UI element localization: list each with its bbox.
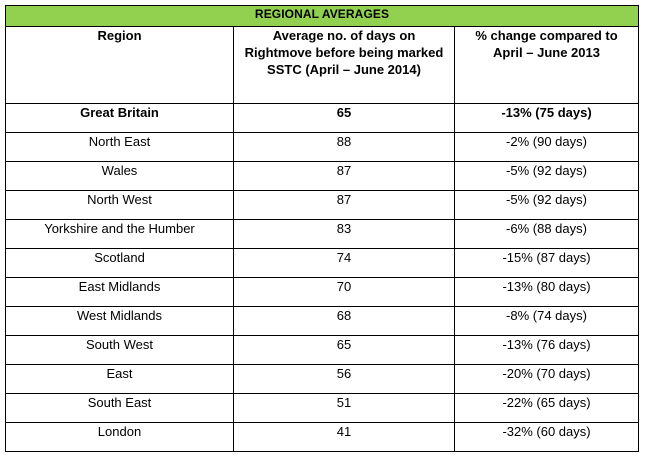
table-row: Wales 87 -5% (92 days) xyxy=(5,161,640,191)
cell-days: 56 xyxy=(233,364,455,394)
table-row: Scotland 74 -15% (87 days) xyxy=(5,248,640,278)
table-title-row: REGIONAL AVERAGES xyxy=(4,5,640,27)
cell-change: -5% (92 days) xyxy=(453,161,640,191)
cell-region: Great Britain xyxy=(5,103,234,133)
cell-change: -6% (88 days) xyxy=(453,219,640,249)
cell-days: 68 xyxy=(233,306,455,336)
table-row: East Midlands 70 -13% (80 days) xyxy=(5,277,640,307)
cell-region: East xyxy=(5,364,234,394)
regional-averages-table: REGIONAL AVERAGES Region Average no. of … xyxy=(4,5,640,452)
table-row: Yorkshire and the Humber 83 -6% (88 days) xyxy=(5,219,640,249)
cell-days: 74 xyxy=(233,248,455,278)
cell-days: 87 xyxy=(233,190,455,220)
cell-region: North East xyxy=(5,132,234,162)
cell-change: -8% (74 days) xyxy=(453,306,640,336)
cell-change: -22% (65 days) xyxy=(453,393,640,423)
table-row: North West 87 -5% (92 days) xyxy=(5,190,640,220)
cell-days: 65 xyxy=(233,335,455,365)
column-header-days: Average no. of days on Rightmove before … xyxy=(233,26,455,104)
cell-region: West Midlands xyxy=(5,306,234,336)
cell-days: 70 xyxy=(233,277,455,307)
cell-region: London xyxy=(5,422,234,452)
table-row: London 41 -32% (60 days) xyxy=(5,422,640,452)
cell-days: 51 xyxy=(233,393,455,423)
cell-region: South East xyxy=(5,393,234,423)
table-row: East 56 -20% (70 days) xyxy=(5,364,640,394)
table-row: West Midlands 68 -8% (74 days) xyxy=(5,306,640,336)
cell-region: South West xyxy=(5,335,234,365)
cell-change: -13% (80 days) xyxy=(453,277,640,307)
cell-change: -13% (75 days) xyxy=(453,103,640,133)
table-body: Great Britain 65 -13% (75 days) North East 8… xyxy=(5,103,640,452)
cell-days: 87 xyxy=(233,161,455,191)
cell-change: -15% (87 days) xyxy=(453,248,640,278)
column-header-region: Region xyxy=(5,26,234,104)
cell-region: North West xyxy=(5,190,234,220)
cell-change: -5% (92 days) xyxy=(453,190,640,220)
cell-region: Scotland xyxy=(5,248,234,278)
column-header-change: % change compared to April – June 2013 xyxy=(453,26,640,104)
table-row: South East 51 -22% (65 days) xyxy=(5,393,640,423)
table-row: North East 88 -2% (90 days) xyxy=(5,132,640,162)
cell-days: 65 xyxy=(233,103,455,133)
cell-change: -13% (76 days) xyxy=(453,335,640,365)
cell-region: Wales xyxy=(5,161,234,191)
cell-region: East Midlands xyxy=(5,277,234,307)
table-header-row: Region Average no. of days on Rightmove … xyxy=(5,26,640,104)
cell-change: -32% (60 days) xyxy=(453,422,640,452)
table-title: REGIONAL AVERAGES xyxy=(4,5,640,27)
regional-averages-container: REGIONAL AVERAGES Region Average no. of … xyxy=(4,5,640,452)
cell-days: 83 xyxy=(233,219,455,249)
cell-days: 41 xyxy=(233,422,455,452)
cell-days: 88 xyxy=(233,132,455,162)
cell-region: Yorkshire and the Humber xyxy=(5,219,234,249)
cell-change: -20% (70 days) xyxy=(453,364,640,394)
table-row: South West 65 -13% (76 days) xyxy=(5,335,640,365)
table-row-total: Great Britain 65 -13% (75 days) xyxy=(5,103,640,133)
cell-change: -2% (90 days) xyxy=(453,132,640,162)
